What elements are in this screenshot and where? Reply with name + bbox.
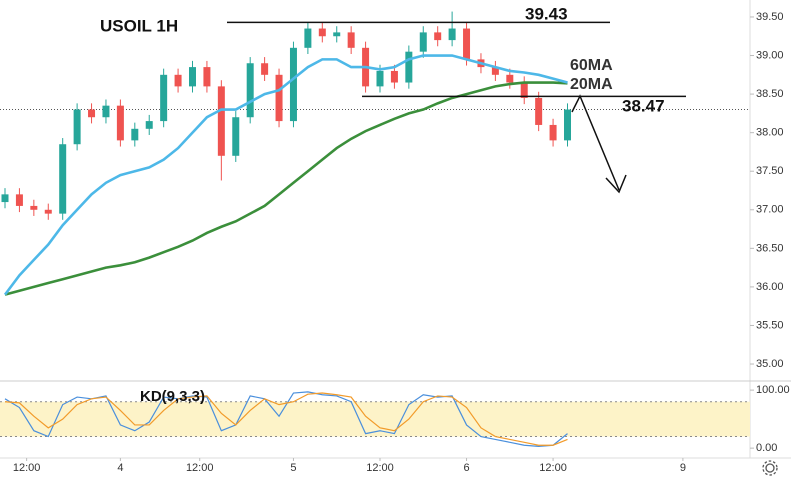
candle-body (73, 109, 81, 145)
x-tick-label: 12:00 (13, 462, 41, 474)
indicator-title: KD(9,3,3) (140, 388, 205, 405)
candle-body (1, 194, 9, 203)
x-tick-label: 6 (463, 462, 469, 474)
candle-body (318, 28, 326, 37)
x-tick-label: 12:00 (366, 462, 394, 474)
candle-body (88, 109, 96, 118)
x-tick-label: 12:00 (186, 462, 214, 474)
candle-body (564, 109, 571, 141)
y-tick-label: 36.00 (756, 281, 784, 293)
candle-body (261, 63, 269, 75)
candle-body (30, 205, 38, 210)
gear[interactable] (765, 463, 775, 473)
ma-label: 60MA (570, 57, 613, 74)
y-tick-label: 37.00 (756, 204, 784, 216)
candle-body (463, 28, 471, 60)
settings-icon[interactable] (762, 460, 778, 476)
candle-body (44, 209, 52, 214)
ma-label: 20MA (570, 76, 613, 93)
candle-body (145, 121, 153, 129)
candle-body (116, 105, 124, 141)
candle-body (189, 67, 196, 87)
x-tick-label: 9 (680, 462, 686, 474)
level-label: 39.43 (525, 4, 568, 23)
candle-body (131, 128, 139, 141)
kd-tick-label: 100.00 (756, 384, 790, 396)
candle-body (390, 70, 398, 83)
candle-body (448, 28, 456, 41)
level-label: 38.47 (622, 96, 665, 115)
kd-band (0, 401, 750, 437)
candle-body (275, 74, 283, 122)
candle-body (102, 105, 110, 118)
candle-body (217, 86, 225, 156)
x-tick-label: 12:00 (539, 462, 567, 474)
ma-line (3, 54, 568, 296)
y-tick-label: 38.00 (756, 127, 784, 139)
ma-line (4, 81, 568, 296)
kd-tick-label: 0.00 (756, 442, 777, 454)
y-tick-label: 39.50 (756, 11, 784, 23)
candle-body (15, 194, 23, 206)
y-tick-label: 36.50 (756, 242, 784, 254)
y-tick-label: 39.00 (756, 49, 784, 61)
gear-teeth[interactable] (762, 460, 778, 476)
y-tick-label: 35.50 (756, 319, 784, 331)
candle-body (304, 28, 312, 48)
candle-body (506, 74, 514, 83)
candle-body (59, 144, 67, 214)
candle-body (419, 32, 427, 52)
candle-body (376, 70, 384, 87)
arrow-line (571, 94, 620, 191)
arrow-head (605, 174, 627, 194)
plot: 35.00 35.50 36.00 36.50 37.00 37.50 38.00 38.50… (0, 11, 790, 474)
candle-body (491, 67, 499, 75)
y-tick-label: 37.50 (756, 165, 784, 177)
candle-body (232, 117, 240, 156)
y-tick-label: 38.50 (756, 88, 784, 100)
candle-body (174, 74, 182, 87)
kd-pane (0, 401, 750, 438)
candle-body (434, 32, 442, 41)
candle-body (289, 47, 297, 122)
candle-body (160, 74, 168, 122)
candle-body (520, 82, 528, 98)
chart-title: USOIL 1H (100, 16, 178, 35)
forecast-arrow (571, 94, 627, 194)
candle-body (347, 32, 355, 48)
candle-body (333, 32, 341, 37)
x-tick-label: 5 (290, 462, 296, 474)
candle-body (246, 63, 254, 118)
candle-body (405, 51, 413, 83)
kd-line (4, 392, 568, 446)
y-tick-label: 35.00 (756, 358, 784, 370)
candle-body (203, 67, 211, 87)
x-tick-label: 4 (117, 462, 123, 474)
candle-body (535, 97, 543, 125)
candle-body (549, 124, 557, 141)
